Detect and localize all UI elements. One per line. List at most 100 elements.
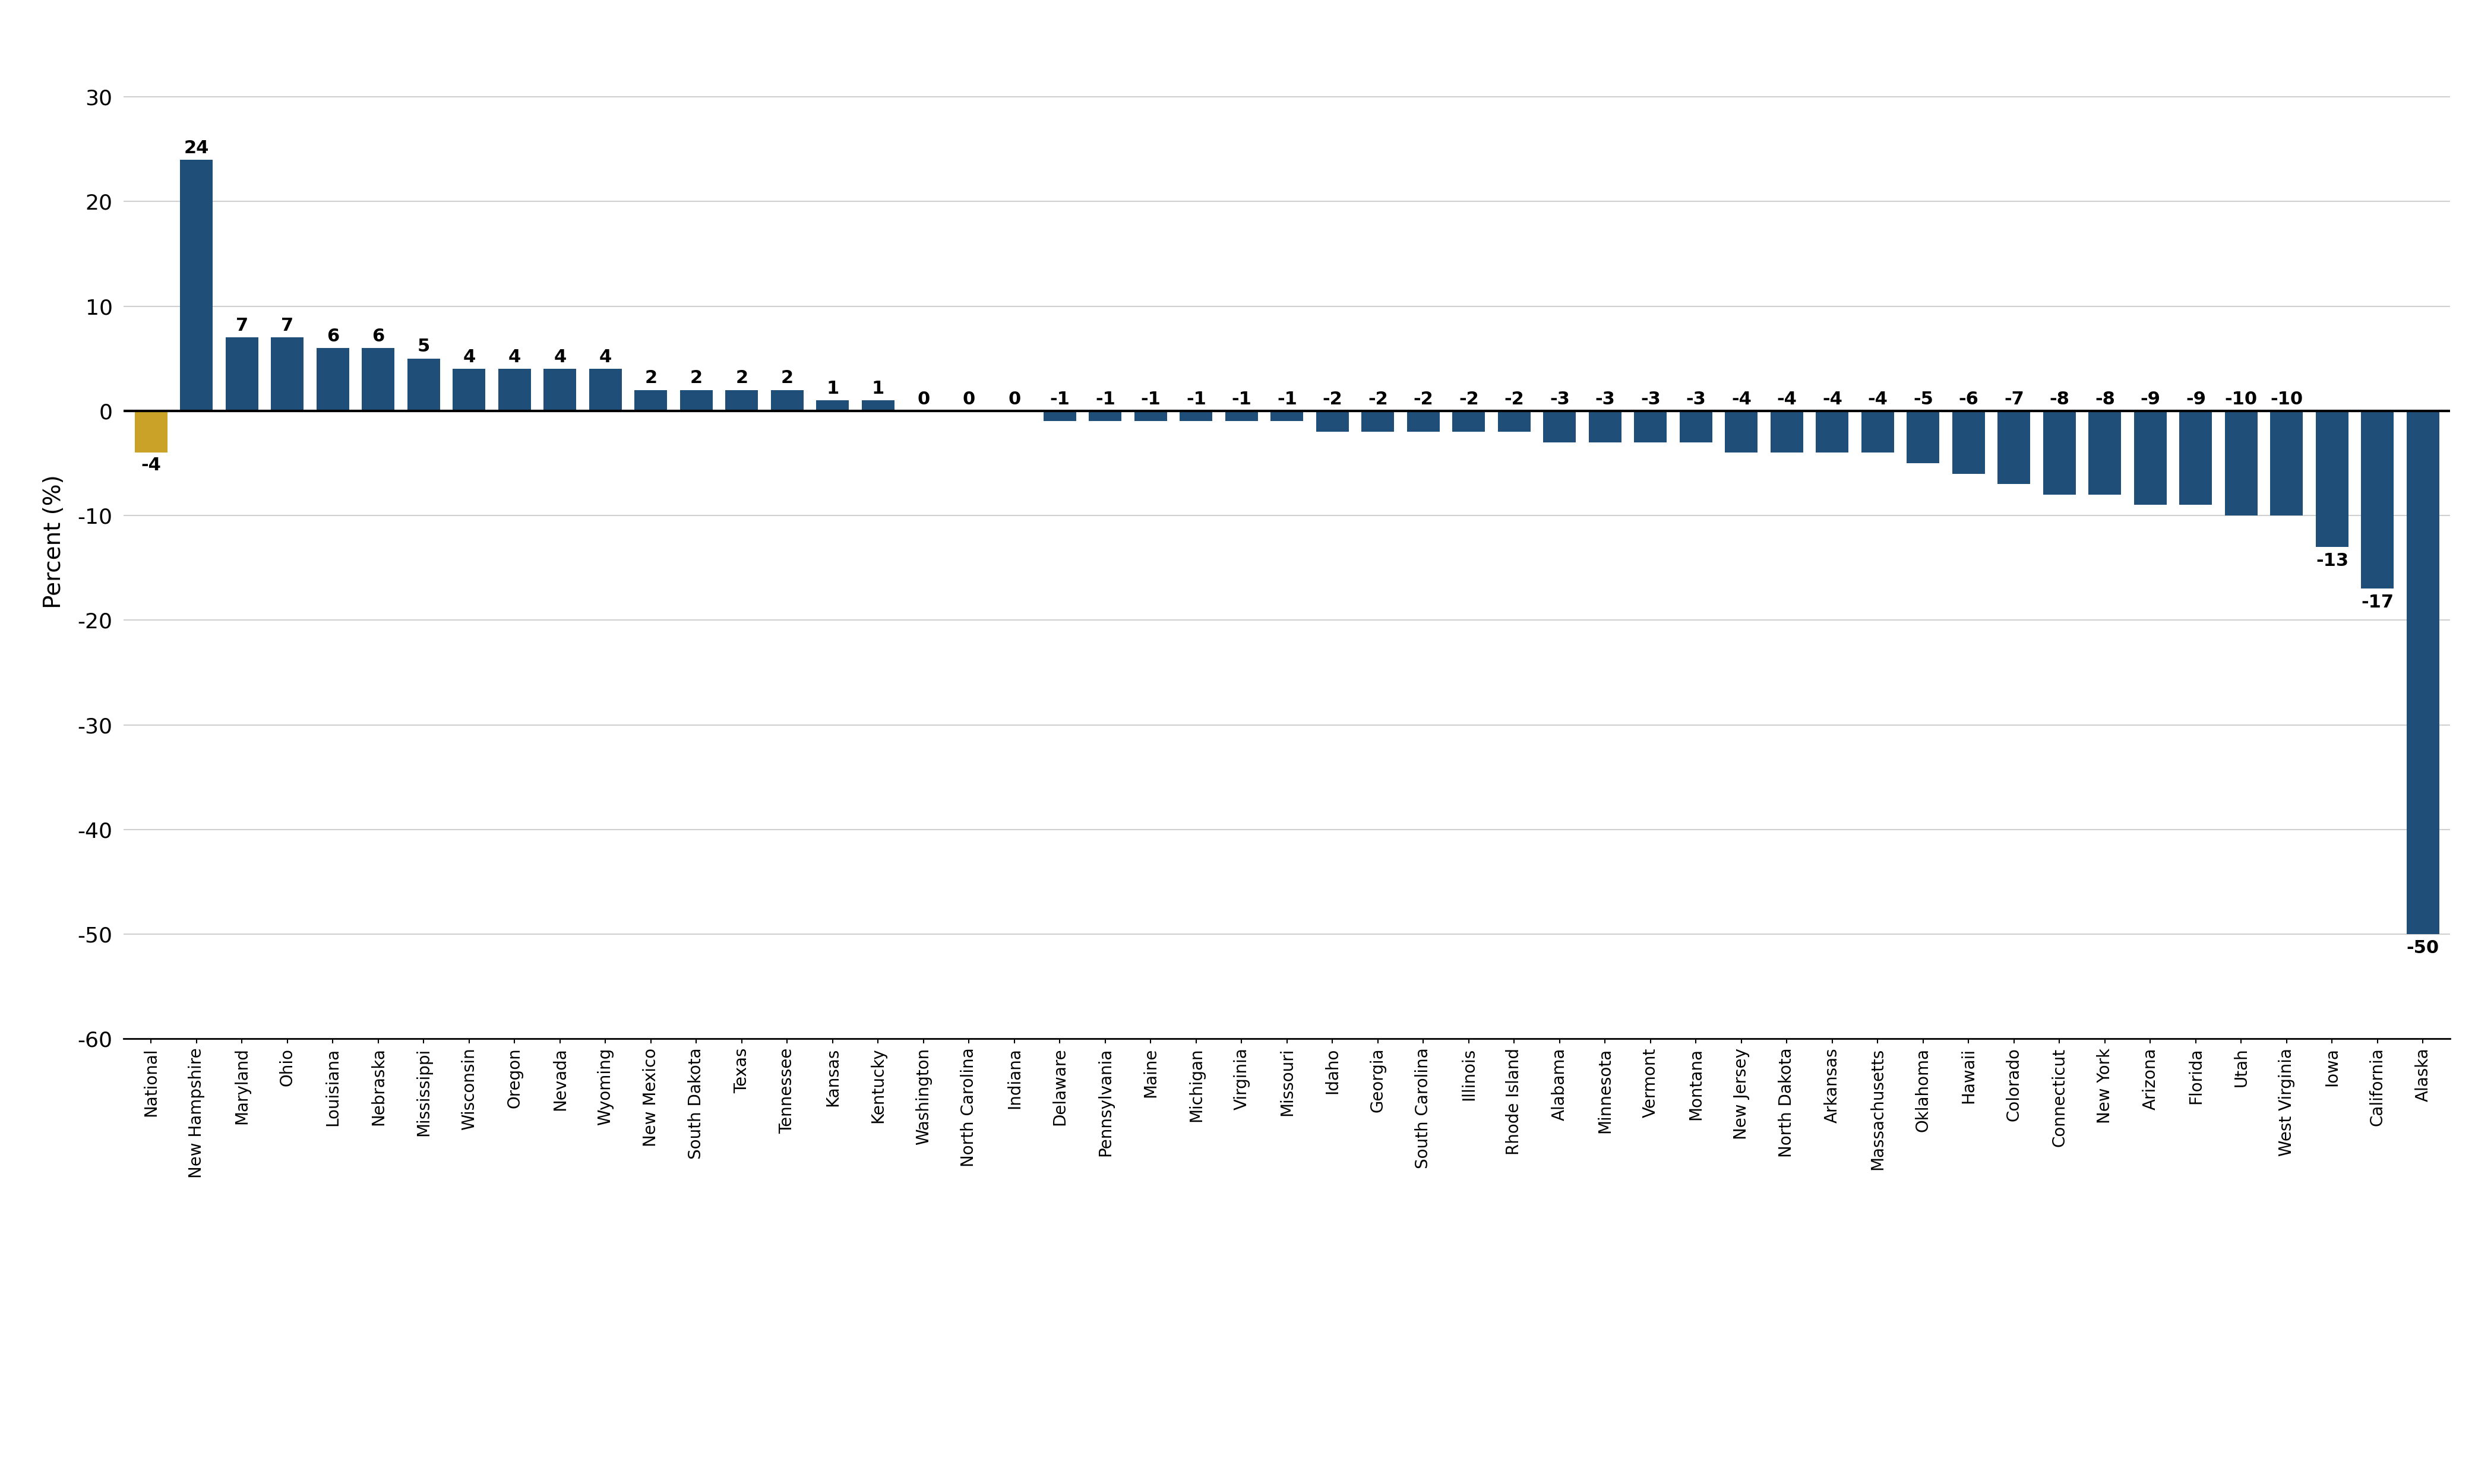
Bar	[681, 390, 713, 411]
Bar	[1770, 411, 1804, 453]
Bar	[1817, 411, 1849, 453]
Bar	[2044, 411, 2077, 494]
Text: 2: 2	[782, 370, 794, 387]
Bar	[361, 349, 394, 411]
Text: -2: -2	[1413, 390, 1433, 408]
Text: 0: 0	[963, 390, 975, 408]
Text: 0: 0	[918, 390, 931, 408]
Bar	[1270, 411, 1304, 421]
Text: -9: -9	[2141, 390, 2161, 408]
Text: -3: -3	[1549, 390, 1569, 408]
Text: 1: 1	[827, 380, 839, 398]
Text: -10: -10	[2270, 390, 2304, 408]
Text: 4: 4	[554, 349, 567, 367]
Bar	[1181, 411, 1213, 421]
Bar	[1497, 411, 1530, 432]
Y-axis label: Percent (%): Percent (%)	[42, 475, 64, 608]
Text: -13: -13	[2317, 552, 2349, 570]
Text: -2: -2	[1458, 390, 1478, 408]
Bar	[134, 411, 168, 453]
Bar	[1361, 411, 1393, 432]
Text: -2: -2	[1322, 390, 1341, 408]
Bar	[725, 390, 757, 411]
Text: -10: -10	[2225, 390, 2257, 408]
Bar	[1225, 411, 1257, 421]
Text: -4: -4	[1732, 390, 1752, 408]
Bar	[1044, 411, 1077, 421]
Bar	[1406, 411, 1440, 432]
Text: -4: -4	[1869, 390, 1888, 408]
Bar	[1544, 411, 1577, 442]
Text: -5: -5	[1913, 390, 1933, 408]
Text: -6: -6	[1958, 390, 1978, 408]
Bar	[2225, 411, 2257, 515]
Bar	[1089, 411, 1121, 421]
Text: -3: -3	[1641, 390, 1661, 408]
Text: 5: 5	[418, 338, 431, 355]
Text: -8: -8	[2094, 390, 2116, 408]
Bar	[453, 370, 485, 411]
Text: 4: 4	[463, 349, 475, 367]
Text: 7: 7	[235, 318, 248, 334]
Text: 24: 24	[183, 139, 208, 156]
Text: -1: -1	[1233, 390, 1252, 408]
Text: 0: 0	[1007, 390, 1020, 408]
Text: -1: -1	[1049, 390, 1069, 408]
Bar	[1589, 411, 1621, 442]
Text: 2: 2	[644, 370, 658, 387]
Text: 6: 6	[327, 328, 339, 344]
Bar	[225, 337, 257, 411]
Bar	[1317, 411, 1349, 432]
Bar	[1861, 411, 1893, 453]
Bar	[1906, 411, 1940, 463]
Bar	[1681, 411, 1713, 442]
Text: -7: -7	[2005, 390, 2025, 408]
Bar	[861, 401, 893, 411]
Bar	[1134, 411, 1168, 421]
Text: -3: -3	[1685, 390, 1705, 408]
Bar	[2406, 411, 2440, 933]
Text: 7: 7	[282, 318, 295, 334]
Text: -2: -2	[1369, 390, 1388, 408]
Text: -4: -4	[1822, 390, 1841, 408]
Text: -1: -1	[1094, 390, 1116, 408]
Bar	[1997, 411, 2030, 484]
Text: 4: 4	[599, 349, 611, 367]
Bar	[2270, 411, 2304, 515]
Bar	[589, 370, 621, 411]
Bar	[317, 349, 349, 411]
Text: 6: 6	[371, 328, 384, 344]
Bar	[408, 359, 441, 411]
Text: 2: 2	[691, 370, 703, 387]
Bar	[770, 390, 804, 411]
Text: -4: -4	[1777, 390, 1797, 408]
Bar	[1953, 411, 1985, 473]
Text: -17: -17	[2361, 594, 2393, 611]
Text: -1: -1	[1277, 390, 1297, 408]
Text: -1: -1	[1141, 390, 1161, 408]
Text: -8: -8	[2049, 390, 2069, 408]
Text: 2: 2	[735, 370, 747, 387]
Text: -50: -50	[2406, 939, 2440, 957]
Text: -2: -2	[1505, 390, 1525, 408]
Bar	[2133, 411, 2166, 505]
Text: 1: 1	[871, 380, 884, 398]
Bar	[1453, 411, 1485, 432]
Bar	[817, 401, 849, 411]
Bar	[634, 390, 668, 411]
Bar	[181, 160, 213, 411]
Text: 4: 4	[507, 349, 520, 367]
Bar	[1725, 411, 1757, 453]
Bar	[544, 370, 577, 411]
Bar	[497, 370, 530, 411]
Bar	[2089, 411, 2121, 494]
Text: -9: -9	[2185, 390, 2205, 408]
Bar	[2361, 411, 2393, 589]
Bar	[270, 337, 304, 411]
Text: -3: -3	[1594, 390, 1616, 408]
Bar	[1634, 411, 1666, 442]
Bar	[2180, 411, 2213, 505]
Text: -4: -4	[141, 457, 161, 473]
Text: -1: -1	[1186, 390, 1205, 408]
Bar	[2317, 411, 2349, 548]
